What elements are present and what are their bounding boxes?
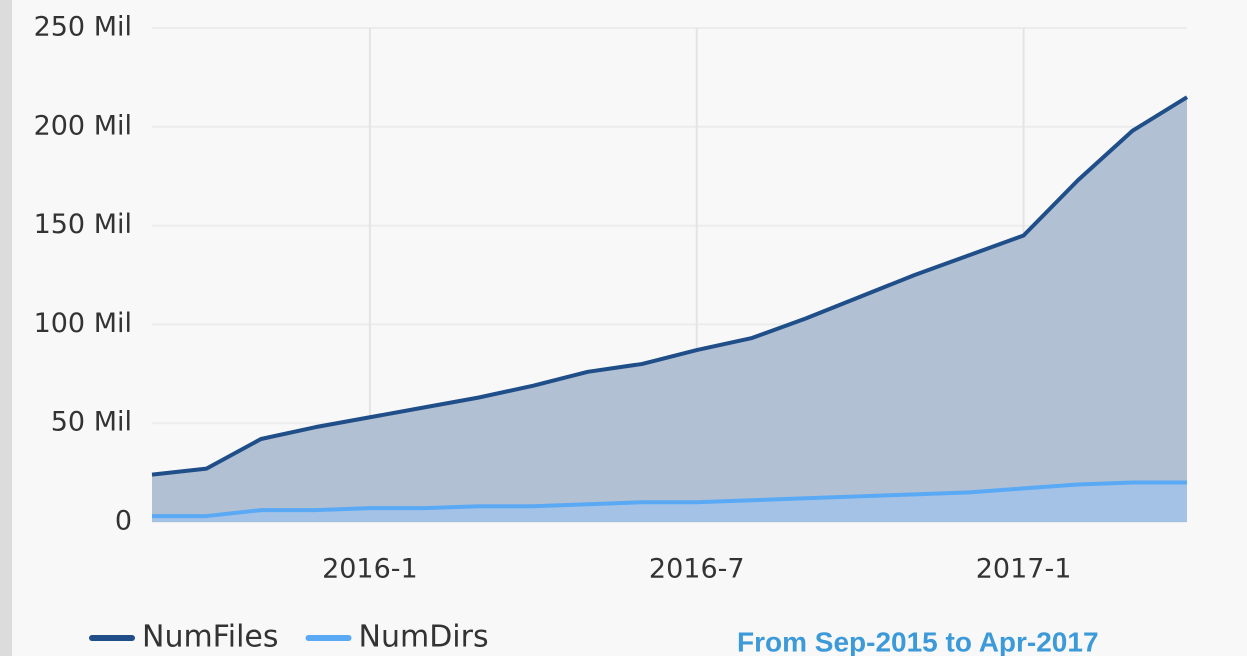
series-line: [151, 95, 1189, 477]
side-bar: [0, 0, 12, 656]
x-tick-label: 2017-1: [976, 554, 1072, 585]
y-tick-label: 50 Mil: [51, 407, 132, 438]
y-tick-label: 250 Mil: [34, 12, 132, 43]
y-tick-label: 100 Mil: [34, 308, 132, 339]
annotation: From Sep-2015 to Apr-2017: [737, 626, 1099, 656]
legend-label: NumFiles: [142, 620, 279, 655]
legend-label: NumDirs: [359, 620, 489, 655]
x-tick-label: 2016-1: [322, 554, 418, 585]
series-line: [152, 480, 1187, 519]
area-fill: [152, 97, 1187, 522]
y-tick-label: 0: [115, 506, 132, 537]
y-tick-label: 150 Mil: [34, 209, 132, 240]
x-tick-label: 2016-7: [649, 554, 745, 585]
y-tick-label: 200 Mil: [34, 110, 132, 141]
